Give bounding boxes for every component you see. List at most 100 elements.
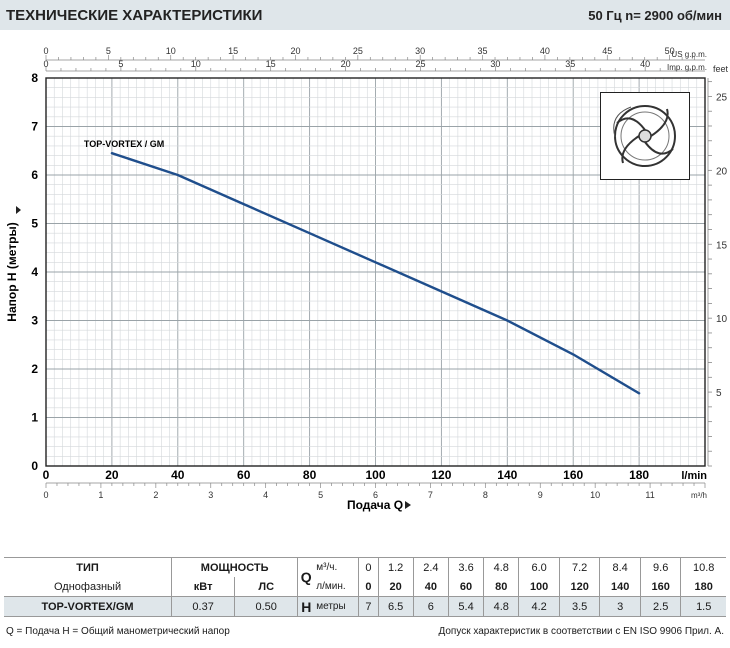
imp-gpm-tick-label: 25 [415, 59, 425, 69]
us-gpm-tick-label: 40 [540, 46, 550, 56]
q-lmin-cell: 120 [558, 577, 600, 597]
h-cell: 6 [412, 596, 449, 617]
imp-gpm-unit-label: Imp. g.p.m. [667, 63, 707, 72]
m3h-tick-label: 11 [645, 490, 654, 500]
h-letter: H [297, 596, 315, 617]
table-row: Однофазный кВт ЛС л/мин. 0 20 40 60 80 1… [4, 577, 726, 597]
m3h-tick-label: 5 [318, 490, 323, 500]
m3h-tick-label: 0 [43, 490, 48, 500]
x-tick-label: 160 [563, 468, 583, 482]
h-cell: 3.5 [558, 596, 600, 617]
imp-gpm-tick-label: 0 [43, 59, 48, 69]
q-lmin-cell: 0 [358, 577, 379, 597]
y-tick-label: 5 [31, 217, 38, 231]
imp-gpm-tick-label: 35 [565, 59, 575, 69]
q-letter: Q [297, 557, 315, 597]
q-m3h-cell: 9.6 [639, 557, 681, 577]
x-tick-label: 80 [303, 468, 317, 482]
y-tick-label: 3 [31, 314, 38, 328]
kw-header: кВт [171, 577, 235, 597]
feet-unit-label: feet [713, 64, 729, 74]
h-cell: 1.5 [680, 596, 726, 617]
hp-value: 0.50 [234, 596, 298, 617]
h-cell: 4.8 [483, 596, 519, 617]
imp-gpm-tick-label: 15 [266, 59, 276, 69]
h-cell: 3 [599, 596, 641, 617]
unit-m3h: м³/ч. [314, 557, 359, 577]
y-tick-label: 8 [31, 71, 38, 85]
q-lmin-cell: 60 [447, 577, 484, 597]
imp-gpm-tick-label: 5 [118, 59, 123, 69]
q-m3h-cell: 4.8 [483, 557, 519, 577]
q-lmin-cell: 100 [518, 577, 560, 597]
us-gpm-tick-label: 25 [353, 46, 363, 56]
m3h-tick-label: 2 [153, 490, 158, 500]
m3h-tick-label: 7 [428, 490, 433, 500]
hp-header: ЛС [234, 577, 298, 597]
x-tick-label: 140 [497, 468, 517, 482]
x-tick-label: 40 [171, 468, 185, 482]
h-cell: 4.2 [518, 596, 560, 617]
x-tick-label: 60 [237, 468, 251, 482]
feet-tick-label: 20 [716, 166, 728, 177]
q-m3h-cell: 7.2 [558, 557, 600, 577]
h-cell: 5.4 [447, 596, 484, 617]
spec-table: ТИП МОЩНОСТЬ Q м³/ч. 0 1.2 2.4 3.6 4.8 6… [4, 557, 726, 617]
q-lmin-cell: 160 [639, 577, 681, 597]
x-tick-label: 180 [629, 468, 649, 482]
x-tick-label: 20 [105, 468, 119, 482]
us-gpm-tick-label: 50 [665, 46, 675, 56]
page-title: ТЕХНИЧЕСКИЕ ХАРАКТЕРИСТИКИ [6, 7, 263, 24]
y-tick-label: 7 [31, 120, 38, 134]
m3h-tick-label: 8 [483, 490, 488, 500]
imp-gpm-tick-label: 20 [341, 59, 351, 69]
plot-frame [45, 77, 706, 467]
feet-tick-label: 10 [716, 314, 728, 325]
q-m3h-cell: 0 [358, 557, 379, 577]
x-axis-arrow [405, 501, 411, 509]
q-m3h-cell: 3.6 [447, 557, 484, 577]
h-cell: 2.5 [639, 596, 681, 617]
q-m3h-cell: 6.0 [518, 557, 560, 577]
x-tick-label: 120 [431, 468, 451, 482]
q-lmin-cell: 40 [412, 577, 449, 597]
y-tick-label: 0 [31, 459, 38, 473]
series-line [110, 152, 641, 395]
feet-tick-label: 15 [716, 240, 728, 251]
imp-gpm-tick-label: 40 [640, 59, 650, 69]
q-m3h-cell: 8.4 [599, 557, 641, 577]
m3h-tick-label: 9 [538, 490, 543, 500]
imp-gpm-tick-label: 30 [490, 59, 500, 69]
y-axis-arrow [16, 206, 21, 214]
table-row: TOP-VORTEX/GM 0.37 0.50 H метры 7 6.5 6 … [4, 596, 726, 617]
kw-value: 0.37 [171, 596, 235, 617]
x-tick-label: 0 [43, 468, 50, 482]
m3h-tick-label: 6 [373, 490, 378, 500]
series-label: TOP-VORTEX / GM [84, 139, 164, 149]
q-m3h-cell: 1.2 [377, 557, 414, 577]
q-lmin-cell: 140 [599, 577, 641, 597]
unit-lmin: л/мин. [316, 581, 346, 592]
us-gpm-tick-label: 20 [290, 46, 300, 56]
feet-tick-label: 25 [716, 92, 728, 103]
x-tick-label: 100 [365, 468, 385, 482]
frequency-speed-spec: 50 Гц n= 2900 об/мин [588, 8, 722, 23]
us-gpm-tick-label: 10 [166, 46, 176, 56]
us-gpm-tick-label: 35 [478, 46, 488, 56]
footer-tolerance-note: Допуск характеристик в соответствии с EN… [438, 626, 724, 637]
y-tick-label: 2 [31, 362, 38, 376]
m3h-tick-label: 4 [263, 490, 268, 500]
feet-tick-label: 5 [716, 388, 722, 399]
h-cell: 7 [358, 596, 379, 617]
y-tick-label: 4 [31, 265, 38, 279]
footer-legend: Q = Подача H = Общий манометрический нап… [6, 626, 230, 637]
m3h-tick-label: 1 [98, 490, 103, 500]
header-bar: ТЕХНИЧЕСКИЕ ХАРАКТЕРИСТИКИ 50 Гц n= 2900… [0, 0, 730, 30]
q-lmin-cell: 180 [680, 577, 726, 597]
x-unit-label: l/min [681, 470, 707, 482]
m3h-unit-label: m³/h [691, 491, 707, 500]
us-gpm-tick-label: 0 [43, 46, 48, 56]
m3h-tick-label: 10 [590, 490, 600, 500]
q-m3h-cell: 2.4 [412, 557, 449, 577]
